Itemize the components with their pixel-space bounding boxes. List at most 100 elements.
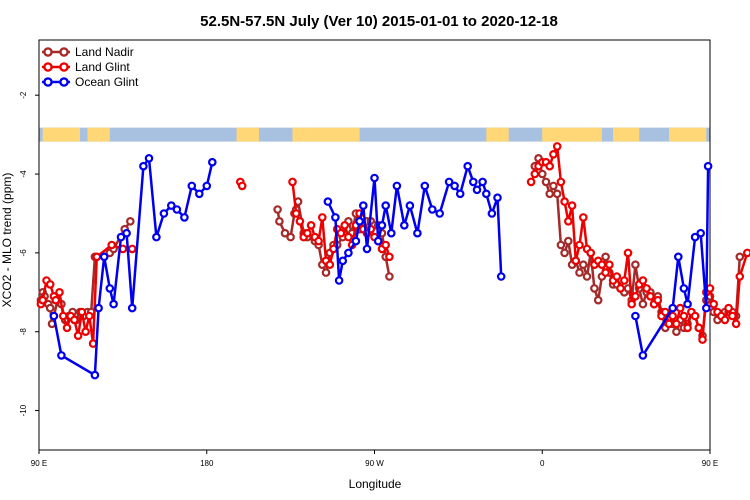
data-point: [526, 177, 536, 187]
data-point: [578, 260, 588, 270]
data-point: [362, 244, 372, 254]
data-point: [295, 217, 305, 226]
y-tick-label: -10: [19, 404, 28, 416]
data-point: [107, 240, 117, 250]
data-point: [601, 268, 610, 277]
data-point: [77, 307, 87, 317]
data-point: [405, 201, 415, 210]
data-point: [331, 213, 340, 222]
data-point: [586, 248, 596, 258]
data-point: [105, 284, 115, 293]
data-point: [679, 311, 689, 321]
plot-border: [38, 39, 711, 451]
data-point: [623, 248, 633, 258]
data-point: [638, 276, 648, 285]
data-point: [552, 189, 562, 199]
y-axis-label: XCO2 - MLO trend (ppm): [0, 173, 14, 308]
data-point: [638, 299, 648, 309]
data-point: [694, 323, 704, 333]
data-point: [590, 284, 599, 293]
data-point: [709, 299, 719, 309]
data-point: [743, 248, 750, 258]
data-point: [472, 185, 482, 195]
data-point: [493, 193, 502, 203]
data-point: [57, 351, 66, 360]
data-point: [325, 260, 335, 270]
data-point: [291, 209, 301, 218]
data-point: [638, 351, 648, 360]
data-point: [373, 236, 383, 246]
data-point: [237, 181, 247, 191]
data-point: [90, 370, 100, 380]
legend-label: Ocean Glint: [75, 75, 139, 89]
data-point: [560, 248, 569, 258]
legend-marker: [43, 47, 53, 57]
data-point: [344, 232, 353, 242]
data-point: [556, 177, 566, 187]
data-point: [317, 213, 327, 222]
data-point: [597, 260, 607, 270]
legend-marker: [43, 62, 53, 72]
data-point: [51, 295, 61, 305]
plot-frame: [38, 39, 711, 451]
legend-label: Land Nadir: [75, 45, 134, 59]
data-point: [336, 228, 346, 238]
data-point: [314, 236, 323, 246]
legend-marker: [43, 77, 53, 87]
axes: 90 E 180 90 W 0 90 E -2 -4 -6 -8 -10: [19, 91, 718, 468]
data-point: [487, 209, 497, 218]
x-tick-label: 0: [540, 459, 545, 468]
data-point: [127, 303, 137, 313]
data-point: [549, 181, 558, 191]
data-point: [329, 244, 338, 254]
data-point: [385, 252, 394, 262]
data-point: [690, 311, 700, 321]
data-point: [563, 217, 573, 226]
data-point: [370, 173, 379, 183]
data-point: [619, 276, 629, 285]
data-point: [275, 217, 284, 226]
data-point: [444, 177, 454, 187]
data-point: [323, 197, 333, 206]
series-layer: [36, 141, 750, 380]
data-point: [45, 303, 55, 313]
data-point: [575, 240, 584, 250]
legend-marker: [59, 62, 69, 72]
data-point: [172, 205, 182, 214]
data-point: [653, 295, 663, 305]
y-tick-label: -6: [19, 249, 28, 257]
data-point: [321, 268, 331, 277]
data-point: [728, 311, 737, 321]
data-point: [571, 256, 581, 266]
data-point: [99, 252, 109, 262]
map-land: [486, 127, 509, 142]
data-point: [144, 154, 154, 163]
data-point: [541, 177, 551, 187]
data-point: [578, 213, 588, 222]
data-point: [646, 291, 655, 301]
legend-marker: [59, 47, 69, 57]
data-point: [381, 240, 391, 250]
data-point: [94, 303, 103, 313]
data-point: [286, 232, 295, 242]
data-point: [358, 201, 368, 210]
data-point: [386, 228, 396, 238]
data-point: [62, 323, 72, 333]
data-point: [675, 303, 685, 313]
data-point: [392, 181, 402, 191]
data-point: [152, 232, 161, 242]
data-point: [73, 331, 83, 341]
data-point: [85, 311, 94, 321]
legend-item: Ocean Glint: [42, 75, 139, 89]
data-point: [567, 201, 577, 210]
data-point: [334, 276, 344, 285]
data-point: [735, 272, 745, 281]
data-point: [631, 260, 640, 270]
data-point: [563, 236, 573, 246]
data-point: [672, 319, 681, 329]
data-point: [340, 221, 350, 230]
map-land: [87, 127, 110, 142]
data-point: [399, 221, 409, 230]
data-point: [545, 189, 555, 199]
